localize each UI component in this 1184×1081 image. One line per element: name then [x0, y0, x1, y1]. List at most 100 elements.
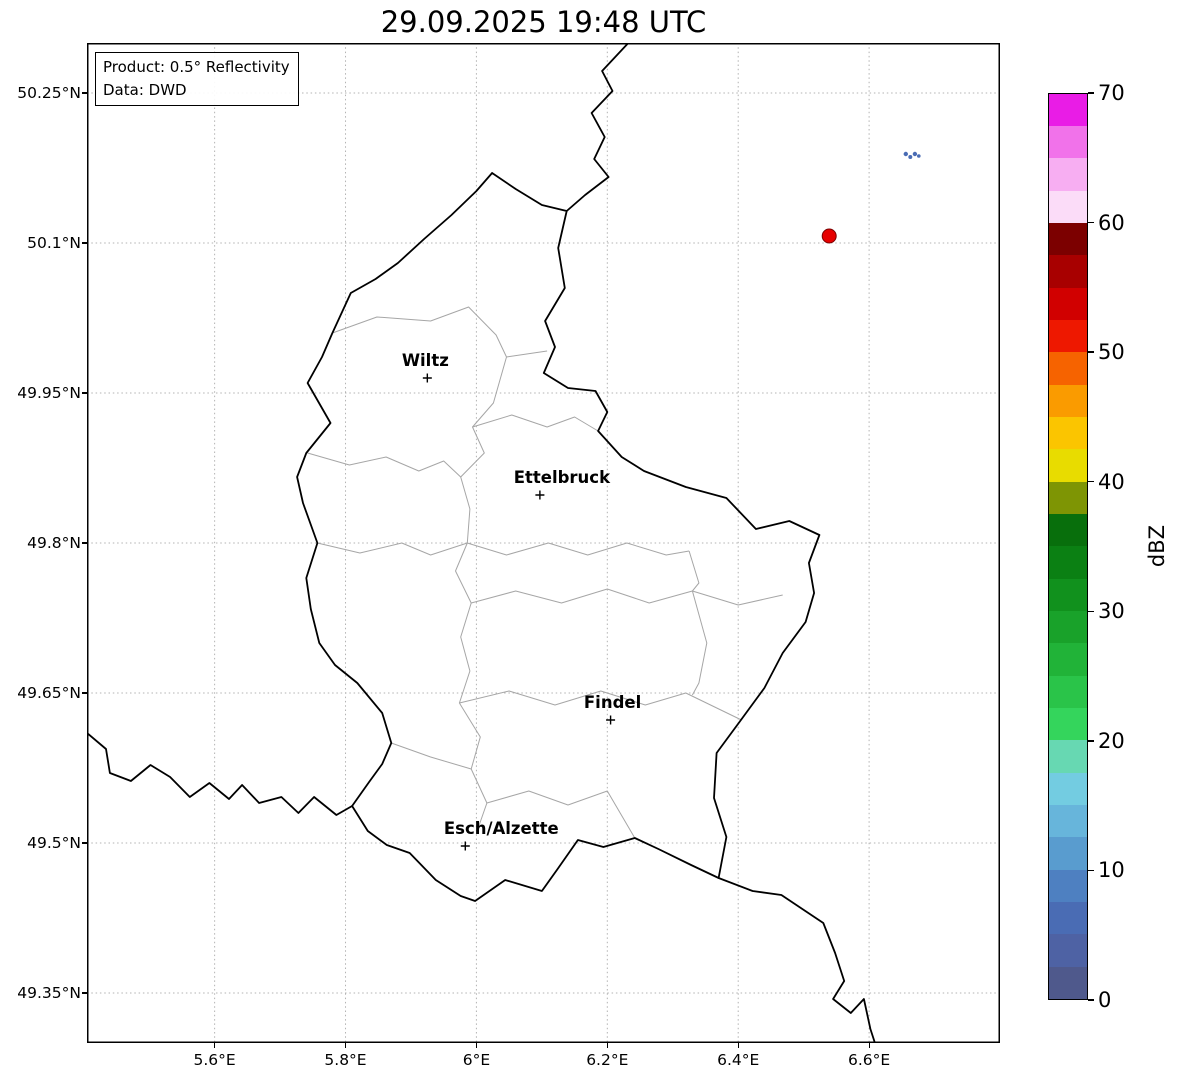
y-tick-label: 50.25°N — [17, 83, 81, 102]
figure-title: 29.09.2025 19:48 UTC — [380, 5, 707, 39]
colorbar-segment — [1049, 805, 1087, 838]
city-label-esch-alzette: Esch/Alzette — [443, 819, 559, 838]
colorbar-tick-label: 30 — [1098, 599, 1125, 624]
x-tick-mark — [868, 1043, 870, 1048]
colorbar-segment — [1049, 190, 1087, 224]
y-tick-label: 49.65°N — [17, 683, 81, 702]
colorbar-tick-label: 20 — [1098, 728, 1125, 753]
city-marker-findel — [606, 715, 616, 725]
x-tick-mark — [344, 1043, 347, 1048]
y-tick-label: 49.95°N — [17, 383, 81, 402]
colorbar-segment — [1049, 966, 1087, 999]
district-border — [688, 550, 708, 696]
colorbar-segment — [1049, 611, 1087, 644]
radar-echo-7dbz — [903, 151, 908, 157]
colorbar-gradient — [1049, 93, 1087, 999]
x-tick-label: 6.2°E — [586, 1051, 629, 1069]
city-label-ettelbruck: Ettelbruck — [513, 468, 611, 487]
x-tick-label: 6.6°E — [847, 1051, 891, 1069]
colorbar-segment — [1049, 578, 1087, 612]
colorbar-segment — [1049, 352, 1087, 385]
neighbor-country-border — [87, 732, 354, 816]
colorbar-segment — [1049, 837, 1087, 870]
district-border — [455, 356, 507, 834]
district-border — [471, 588, 783, 606]
colorbar-segment — [1049, 675, 1087, 709]
city-marker-esch-alzette — [460, 841, 470, 851]
district-border — [332, 306, 548, 358]
product-info-box: Product: 0.5° Reflectivity Data: DWD — [95, 52, 299, 106]
y-tick-label: 50.1°N — [27, 233, 81, 252]
colorbar-segment — [1049, 223, 1087, 256]
x-tick-mark — [606, 1043, 608, 1048]
colorbar — [1048, 93, 1088, 1000]
colorbar-tick-label: 50 — [1098, 340, 1125, 365]
colorbar-tick-label: 40 — [1098, 469, 1125, 494]
colorbar-segment — [1049, 869, 1087, 903]
y-tick-label: 49.35°N — [17, 983, 81, 1002]
district-border — [391, 742, 472, 770]
colorbar-tick-mark — [1088, 869, 1094, 872]
y-tick-mark — [82, 242, 87, 244]
colorbar-segment — [1049, 93, 1087, 127]
x-tick-mark — [214, 1043, 216, 1048]
colorbar-segment — [1049, 287, 1087, 321]
colorbar-tick-mark — [1088, 999, 1094, 1001]
y-tick-mark — [82, 692, 87, 694]
colorbar-tick-label: 10 — [1098, 858, 1125, 883]
neighbor-country-border — [565, 43, 630, 212]
y-tick-mark — [82, 992, 87, 994]
colorbar-tick-label: 0 — [1098, 988, 1112, 1012]
district-border — [486, 790, 636, 839]
y-tick-label: 49.8°N — [27, 533, 81, 552]
x-tick-label: 5.6°E — [193, 1051, 236, 1069]
radar-echo-51dbz — [821, 228, 837, 244]
x-tick-label: 6.4°E — [717, 1051, 760, 1069]
x-tick-label: 6°E — [462, 1051, 491, 1069]
y-tick-mark — [82, 542, 87, 544]
y-tick-label: 49.5°N — [27, 833, 81, 852]
city-label-findel: Findel — [583, 693, 642, 712]
map-canvas — [87, 43, 1000, 1043]
colorbar-segment — [1049, 449, 1087, 482]
colorbar-tick-label: 70 — [1098, 81, 1125, 105]
colorbar-segment — [1049, 126, 1087, 159]
district-border — [472, 414, 599, 432]
colorbar-segment — [1049, 481, 1087, 515]
colorbar-segment — [1049, 902, 1087, 935]
colorbar-tick-mark — [1088, 351, 1094, 353]
radar-echo-7dbz — [917, 154, 921, 158]
plot-frame — [87, 43, 1000, 1043]
district-border — [307, 452, 462, 478]
x-tick-label: 5.8°E — [324, 1051, 367, 1069]
y-tick-mark — [82, 842, 87, 844]
y-tick-mark — [82, 92, 87, 94]
colorbar-segment — [1049, 934, 1087, 967]
colorbar-segment — [1049, 320, 1087, 353]
colorbar-tick-mark — [1088, 481, 1094, 483]
city-label-wiltz: Wiltz — [401, 351, 449, 370]
radar-echo-7dbz — [908, 155, 913, 159]
city-marker-ettelbruck — [535, 490, 545, 500]
x-tick-mark — [737, 1043, 739, 1048]
radar-echo-7dbz — [912, 151, 918, 157]
map-plot: Product: 0.5° Reflectivity Data: DWD Wil… — [87, 43, 1000, 1043]
country-border-luxembourg — [296, 172, 821, 902]
product-info-line-product: Product: 0.5° Reflectivity — [103, 58, 290, 76]
colorbar-tick-mark — [1088, 740, 1094, 742]
colorbar-segment — [1049, 384, 1087, 418]
district-border — [317, 542, 690, 556]
y-tick-mark — [82, 392, 87, 394]
colorbar-segment — [1049, 708, 1087, 741]
colorbar-tick-mark — [1088, 221, 1094, 224]
product-info-line-source: Data: DWD — [103, 80, 187, 99]
colorbar-segment — [1049, 417, 1087, 450]
city-marker-wiltz — [422, 373, 432, 383]
colorbar-tick-mark — [1088, 610, 1094, 612]
colorbar-segment — [1049, 643, 1087, 676]
colorbar-segment — [1049, 546, 1087, 579]
colorbar-segment — [1049, 772, 1087, 806]
colorbar-unit-label: dBZ — [1145, 524, 1169, 568]
x-tick-mark — [475, 1043, 478, 1048]
colorbar-tick-mark — [1088, 92, 1094, 94]
